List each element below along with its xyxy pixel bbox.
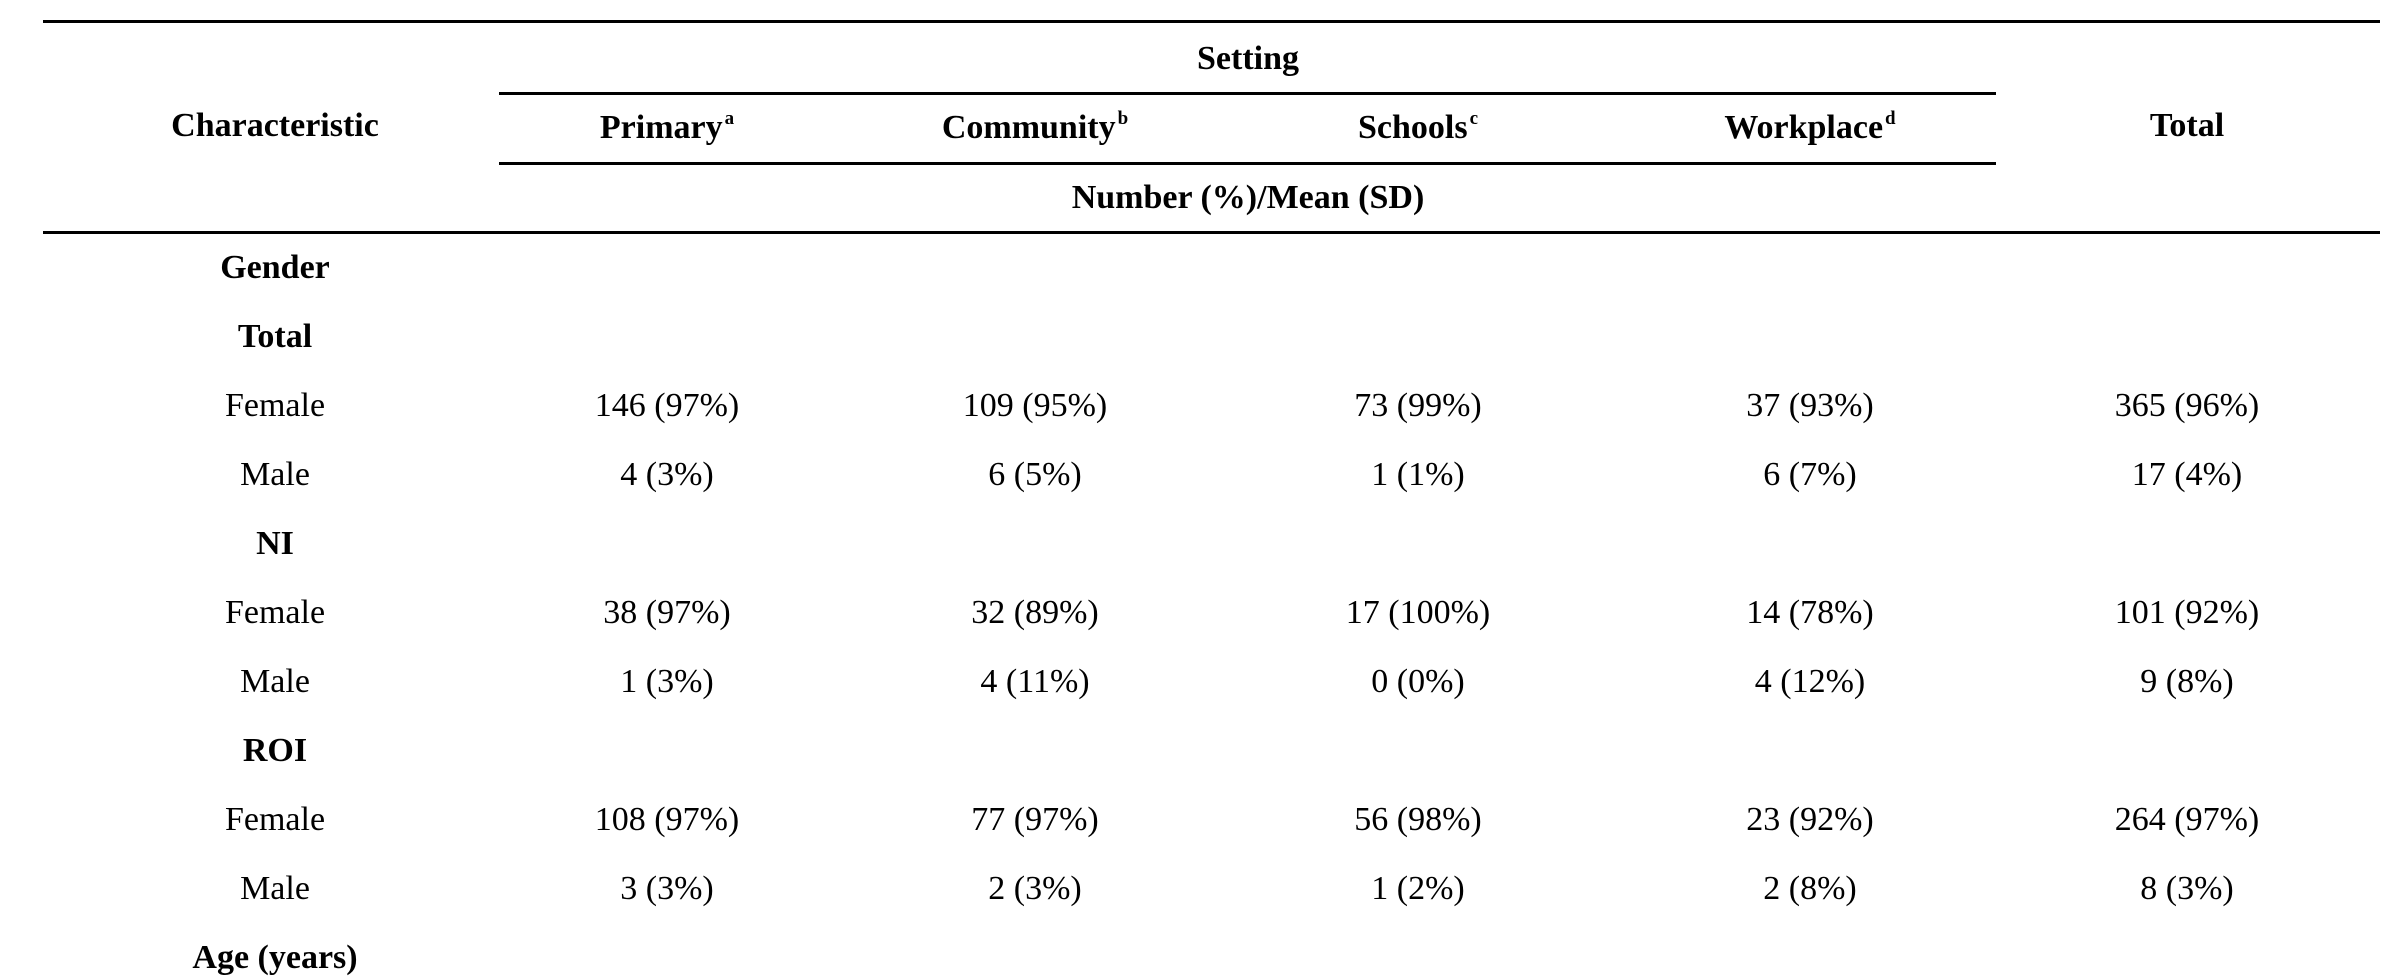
top-rule bbox=[43, 20, 2380, 23]
setting-rule bbox=[499, 92, 1996, 95]
row-label: Total bbox=[237, 318, 313, 355]
header-setting: Setting bbox=[1197, 40, 1299, 77]
cell-community: 4 (11%) bbox=[980, 663, 1090, 700]
cell-workplace: 4 (12%) bbox=[1754, 663, 1866, 700]
cell-total: 8 (3%) bbox=[2140, 870, 2234, 907]
cell-primary: 108 (97%) bbox=[594, 801, 740, 838]
cell-workplace: 2 (8%) bbox=[1763, 870, 1857, 907]
cell-community: 109 (95%) bbox=[962, 387, 1108, 424]
row-label: Male bbox=[240, 456, 310, 493]
cell-workplace: 37 (93%) bbox=[1746, 387, 1874, 424]
row-label: Male bbox=[240, 870, 310, 907]
cell-total: 9 (8%) bbox=[2140, 663, 2234, 700]
header-total: Total bbox=[2149, 107, 2225, 144]
cell-schools: 73 (99%) bbox=[1354, 387, 1482, 424]
header-col-schools: Schools c bbox=[1357, 108, 1479, 146]
cell-community: 2 (3%) bbox=[988, 870, 1082, 907]
header-col-community: Community b bbox=[941, 108, 1129, 146]
header-subheader: Number (%)/Mean (SD) bbox=[1071, 179, 1425, 216]
cell-workplace: 14 (78%) bbox=[1746, 594, 1874, 631]
cell-schools: 17 (100%) bbox=[1345, 594, 1491, 631]
cell-total: 365 (96%) bbox=[2114, 387, 2260, 424]
row-label: Female bbox=[224, 594, 326, 631]
cell-primary: 1 (3%) bbox=[620, 663, 714, 700]
cell-total: 17 (4%) bbox=[2131, 456, 2243, 493]
header-col-primary: Primary a bbox=[599, 108, 735, 146]
row-label: NI bbox=[256, 525, 294, 562]
cell-schools: 56 (98%) bbox=[1354, 801, 1482, 838]
columns-rule bbox=[499, 162, 1996, 165]
row-label: Female bbox=[224, 387, 326, 424]
cell-community: 77 (97%) bbox=[971, 801, 1099, 838]
cell-schools: 1 (1%) bbox=[1371, 456, 1465, 493]
cell-schools: 1 (2%) bbox=[1371, 870, 1465, 907]
cell-schools: 0 (0%) bbox=[1371, 663, 1465, 700]
cell-workplace: 6 (7%) bbox=[1763, 456, 1857, 493]
cell-primary: 146 (97%) bbox=[594, 387, 740, 424]
row-label: Gender bbox=[220, 249, 330, 286]
row-label: Age (years) bbox=[192, 939, 358, 976]
cell-total: 264 (97%) bbox=[2114, 801, 2260, 838]
row-label: ROI bbox=[242, 732, 308, 769]
row-label: Female bbox=[224, 801, 326, 838]
header-bottom-rule bbox=[43, 231, 2380, 234]
cell-workplace: 23 (92%) bbox=[1746, 801, 1874, 838]
cell-community: 32 (89%) bbox=[971, 594, 1099, 631]
cell-primary: 3 (3%) bbox=[620, 870, 714, 907]
cell-community: 6 (5%) bbox=[988, 456, 1082, 493]
header-col-workplace: Workplace d bbox=[1724, 108, 1896, 146]
cell-total: 101 (92%) bbox=[2114, 594, 2260, 631]
row-label: Male bbox=[240, 663, 310, 700]
header-characteristic: Characteristic bbox=[171, 107, 379, 144]
cell-primary: 4 (3%) bbox=[620, 456, 714, 493]
cell-primary: 38 (97%) bbox=[603, 594, 731, 631]
